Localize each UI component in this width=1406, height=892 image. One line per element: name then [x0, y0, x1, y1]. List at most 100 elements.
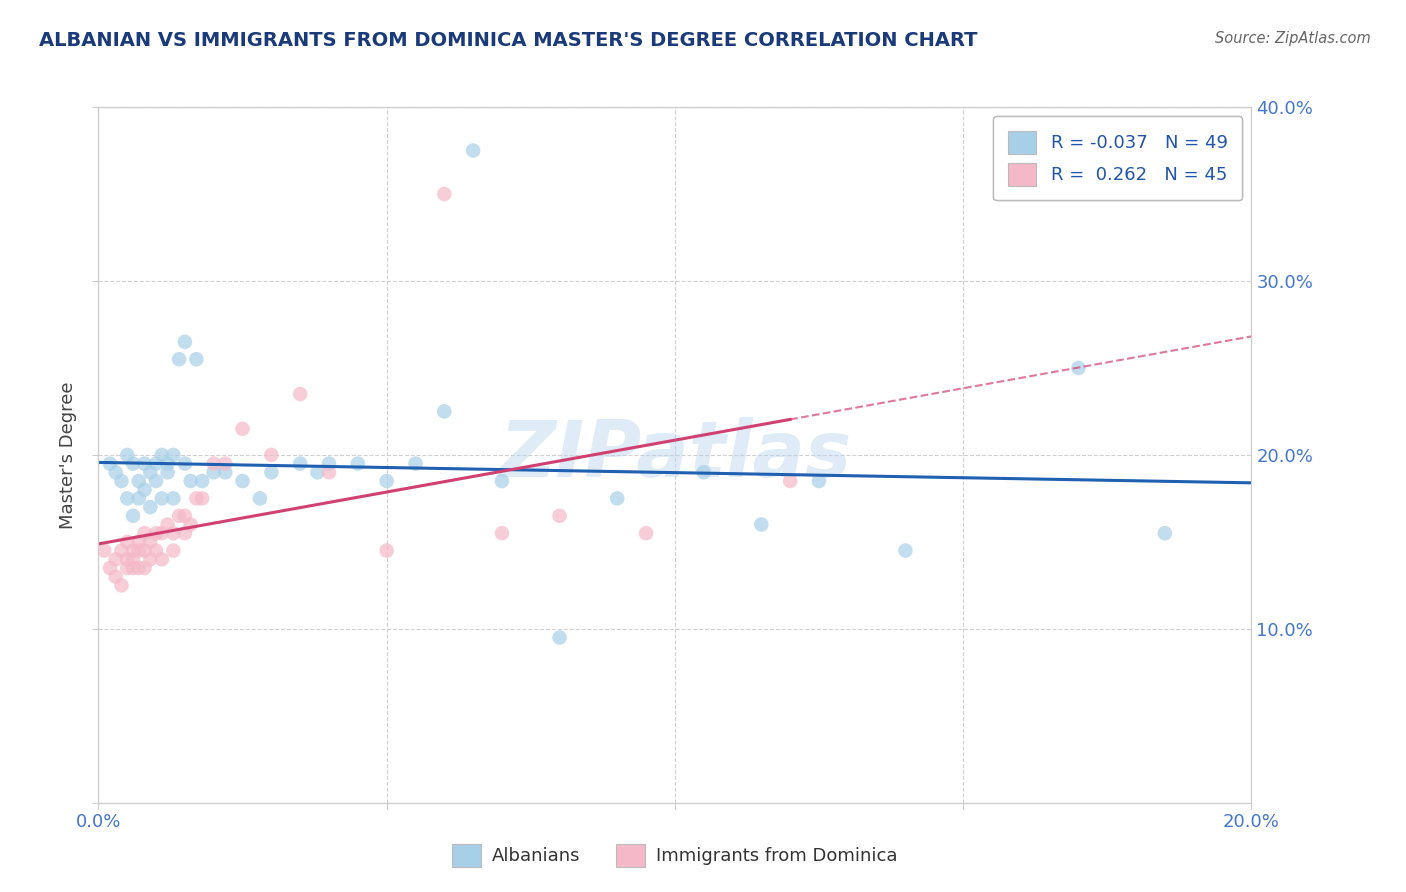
- Point: [134, 457, 156, 471]
- Point: [104, 570, 127, 584]
- Point: [318, 466, 340, 480]
- Point: [894, 543, 917, 558]
- Point: [167, 508, 190, 523]
- Point: [191, 491, 214, 506]
- Point: [186, 491, 208, 506]
- Point: [117, 491, 139, 506]
- Point: [191, 474, 214, 488]
- Point: [162, 526, 184, 541]
- Point: [122, 457, 145, 471]
- Point: [1153, 526, 1175, 541]
- Point: [145, 543, 167, 558]
- Point: [117, 561, 139, 575]
- Point: [117, 534, 139, 549]
- Point: [110, 474, 132, 488]
- Point: [1067, 360, 1090, 375]
- Point: [491, 526, 513, 541]
- Point: [93, 543, 115, 558]
- Point: [134, 543, 156, 558]
- Point: [461, 144, 484, 158]
- Point: [307, 466, 329, 480]
- Point: [122, 561, 145, 575]
- Point: [110, 578, 132, 592]
- Point: [122, 508, 145, 523]
- Point: [104, 552, 127, 566]
- Point: [167, 352, 190, 367]
- Point: [548, 631, 571, 645]
- Point: [128, 491, 150, 506]
- Point: [290, 457, 312, 471]
- Point: [693, 466, 716, 480]
- Point: [260, 448, 283, 462]
- Point: [433, 187, 456, 202]
- Point: [122, 543, 145, 558]
- Point: [375, 474, 398, 488]
- Point: [128, 474, 150, 488]
- Point: [128, 561, 150, 575]
- Point: [139, 466, 162, 480]
- Point: [174, 508, 197, 523]
- Point: [214, 457, 236, 471]
- Point: [139, 552, 162, 566]
- Point: [139, 534, 162, 549]
- Point: [375, 543, 398, 558]
- Point: [134, 561, 156, 575]
- Point: [405, 457, 427, 471]
- Point: [104, 466, 127, 480]
- Point: [174, 457, 197, 471]
- Point: [139, 500, 162, 514]
- Point: [346, 457, 368, 471]
- Point: [162, 543, 184, 558]
- Point: [606, 491, 628, 506]
- Point: [180, 517, 202, 532]
- Point: [231, 422, 254, 436]
- Point: [150, 526, 173, 541]
- Y-axis label: Master's Degree: Master's Degree: [59, 381, 77, 529]
- Point: [156, 466, 179, 480]
- Point: [162, 448, 184, 462]
- Point: [156, 457, 179, 471]
- Point: [98, 457, 121, 471]
- Point: [150, 491, 173, 506]
- Point: [110, 543, 132, 558]
- Point: [134, 483, 156, 497]
- Point: [433, 404, 456, 418]
- Point: [186, 352, 208, 367]
- Point: [145, 474, 167, 488]
- Text: ZIPatlas: ZIPatlas: [499, 417, 851, 493]
- Text: Source: ZipAtlas.com: Source: ZipAtlas.com: [1215, 31, 1371, 46]
- Point: [202, 466, 225, 480]
- Point: [145, 457, 167, 471]
- Point: [318, 457, 340, 471]
- Point: [290, 387, 312, 401]
- Point: [128, 543, 150, 558]
- Point: [162, 491, 184, 506]
- Point: [174, 526, 197, 541]
- Point: [150, 552, 173, 566]
- Point: [202, 457, 225, 471]
- Legend: Albanians, Immigrants from Dominica: Albanians, Immigrants from Dominica: [444, 837, 905, 874]
- Point: [134, 526, 156, 541]
- Point: [128, 534, 150, 549]
- Legend: R = -0.037   N = 49, R =  0.262   N = 45: R = -0.037 N = 49, R = 0.262 N = 45: [993, 116, 1243, 201]
- Point: [491, 474, 513, 488]
- Point: [214, 466, 236, 480]
- Point: [156, 517, 179, 532]
- Point: [117, 552, 139, 566]
- Point: [117, 448, 139, 462]
- Point: [260, 466, 283, 480]
- Point: [779, 474, 801, 488]
- Point: [751, 517, 773, 532]
- Point: [807, 474, 830, 488]
- Point: [548, 508, 571, 523]
- Point: [174, 334, 197, 349]
- Point: [98, 561, 121, 575]
- Text: ALBANIAN VS IMMIGRANTS FROM DOMINICA MASTER'S DEGREE CORRELATION CHART: ALBANIAN VS IMMIGRANTS FROM DOMINICA MAS…: [39, 31, 977, 50]
- Point: [249, 491, 271, 506]
- Point: [150, 448, 173, 462]
- Point: [122, 552, 145, 566]
- Point: [145, 526, 167, 541]
- Point: [636, 526, 658, 541]
- Point: [180, 474, 202, 488]
- Point: [231, 474, 254, 488]
